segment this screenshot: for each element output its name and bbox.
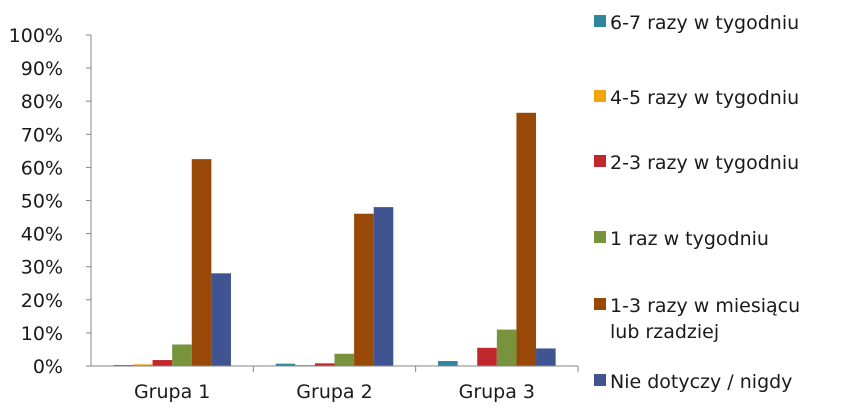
legend: 6-7 razy w tygodniu 4-5 razy w tygodniu …	[594, 0, 854, 410]
legend-item: Nie dotyczy / nigdy	[594, 369, 850, 395]
legend-item: 2-3 razy w tygodniu	[594, 150, 850, 176]
bar	[132, 364, 153, 366]
x-tick-label: Grupa 1	[134, 381, 210, 403]
legend-item: 6-7 razy w tygodniu	[594, 10, 850, 36]
y-tick-label: 0%	[33, 356, 63, 378]
legend-label: 4-5 razy w tygodniu	[610, 87, 800, 109]
legend-item: 4-5 razy w tygodniu	[594, 85, 850, 111]
y-tick-label: 10%	[21, 323, 63, 345]
bar	[334, 353, 355, 366]
legend-swatch	[594, 298, 606, 310]
legend-swatch	[594, 231, 606, 243]
bar	[536, 348, 556, 366]
y-tick-label: 90%	[21, 58, 63, 80]
legend-swatch	[594, 374, 606, 386]
y-tick-label: 20%	[21, 290, 63, 312]
y-tick-label: 80%	[21, 91, 63, 113]
legend-label: 1-3 razy w miesiącu lub rzadziej	[610, 295, 801, 343]
legend-label: 2-3 razy w tygodniu	[610, 152, 800, 174]
bar	[152, 360, 173, 366]
legend-label: 1 raz w tygodniu	[610, 228, 769, 250]
bar	[496, 329, 517, 366]
bars	[113, 112, 556, 366]
y-tick-label: 40%	[21, 224, 63, 246]
legend-label: 6-7 razy w tygodniu	[610, 12, 800, 34]
bar-chart: 0% 10% 20% 30% 40% 50% 60% 70% 80% 90% 100% Grupa …	[9, 25, 579, 403]
legend-swatch	[594, 90, 606, 102]
bar	[516, 112, 537, 366]
bar	[477, 347, 497, 366]
y-tick-label: 70%	[21, 124, 63, 146]
y-tick-label: 30%	[21, 257, 63, 279]
y-tick-label: 60%	[21, 157, 63, 179]
bar	[191, 159, 212, 366]
y-tick-label: 50%	[21, 191, 63, 213]
bar	[373, 207, 394, 366]
legend-item: 1 raz w tygodniu	[594, 226, 850, 252]
legend-swatch	[594, 15, 606, 27]
y-tick-label: 100%	[9, 25, 63, 47]
x-axis-ticks: Grupa 1 Grupa 2 Grupa 3	[134, 366, 579, 403]
bar	[172, 344, 192, 366]
y-axis-ticks: 0% 10% 20% 30% 40% 50% 60% 70% 80% 90% 100%	[9, 25, 91, 378]
bar	[354, 213, 374, 366]
legend-label: Nie dotyczy / nigdy	[610, 371, 793, 393]
legend-swatch	[594, 155, 606, 167]
x-tick-label: Grupa 3	[459, 381, 535, 403]
bar	[211, 273, 231, 366]
x-tick-label: Grupa 2	[296, 381, 372, 403]
bar	[275, 363, 296, 366]
bar	[438, 361, 458, 366]
legend-item: 1-3 razy w miesiącu lub rzadziej	[594, 293, 850, 345]
bar	[314, 363, 335, 366]
